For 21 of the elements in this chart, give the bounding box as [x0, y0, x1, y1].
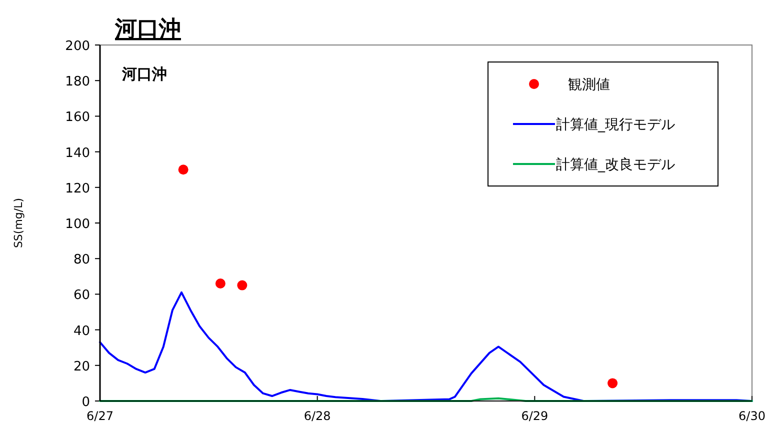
x-tick-label: 6/28	[304, 409, 331, 423]
y-tick-label: 140	[65, 146, 90, 161]
legend-label: 観測値	[568, 77, 610, 93]
y-tick-label: 160	[65, 110, 90, 126]
legend-label: 計算値_改良モデル	[556, 157, 675, 173]
x-tick-label: 6/30	[738, 409, 766, 423]
y-tick-label: 100	[65, 217, 90, 232]
y-tick-label: 200	[65, 39, 90, 54]
y-tick-label: 20	[73, 359, 90, 374]
x-tick-label: 6/29	[521, 409, 548, 423]
y-tick-label: 0	[82, 395, 90, 410]
y-tick-label: 80	[73, 252, 90, 268]
annotation: 河口沖	[121, 65, 167, 83]
y-tick-label: 40	[73, 324, 90, 339]
y-tick-label: 60	[73, 288, 90, 304]
legend-label: 計算値_現行モデル	[556, 117, 675, 133]
y-axis-title: SS(mg/L)	[12, 198, 25, 248]
y-tick-label: 180	[65, 74, 90, 90]
y-tick-label: 120	[65, 181, 90, 196]
chart-title: 河口沖	[114, 17, 181, 42]
x-tick-label: 6/27	[86, 409, 114, 423]
